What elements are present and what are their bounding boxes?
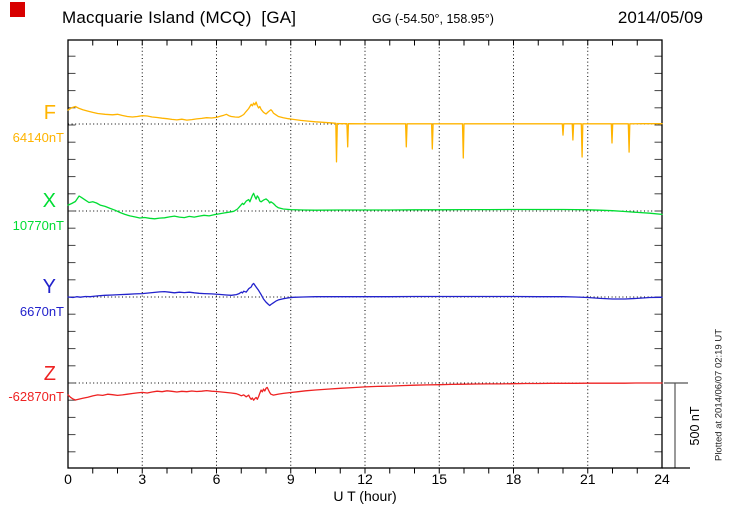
x-tick-label: 12 [357,471,373,487]
x-tick-label: 0 [64,471,72,487]
x-tick-label: 6 [212,471,221,487]
trace-y [67,282,663,307]
station-coordinates: GG (-54.50°, 158.95°) [372,12,494,26]
plot-date: 2014/05/09 [617,8,703,27]
trace-f [67,101,663,163]
trace-z [67,382,663,401]
page-title: Macquarie Island (MCQ) [GA] [62,8,297,27]
plotted-timestamp: Plotted at 2014/06/07 02:19 UT [713,328,725,462]
trace-x [67,192,663,220]
component-label-y: Y [42,276,56,298]
x-tick-label: 3 [138,471,147,487]
component-label-x: X [42,190,56,212]
component-baseline-f: 64140nT [12,130,64,145]
x-tick-label: 24 [654,471,670,487]
red-marker [10,2,25,17]
component-label-z: Z [43,363,56,385]
component-label-f: F [43,102,56,124]
x-axis-label: U T (hour) [333,488,397,504]
plot-frame [67,39,663,469]
x-tick-label: 9 [286,471,295,487]
component-baseline-z: -62870nT [8,389,64,404]
component-baseline-y: 6670nT [19,304,64,319]
x-tick-label: 21 [579,471,596,487]
x-tick-label: 18 [505,471,522,487]
scale-bar-label: 500 nT [688,406,702,446]
x-tick-label: 15 [431,471,448,487]
component-baseline-x: 10770nT [12,218,64,233]
